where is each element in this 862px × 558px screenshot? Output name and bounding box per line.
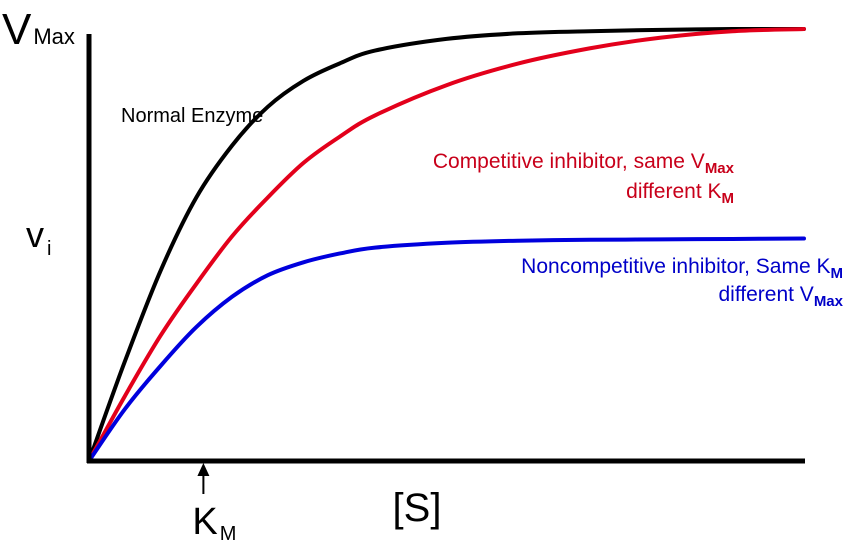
annotation-noncompetitive-line-1: Noncompetitive inhibitor, Same KM [521, 255, 843, 282]
series-line-2 [87, 27, 806, 463]
annotation-competitive-line-1: Competitive inhibitor, same VMax [433, 150, 735, 177]
series-line-3 [87, 236, 806, 463]
annotations-group: Normal Enzyme Competitive inhibitor, same… [121, 105, 844, 310]
annotation-normal-line-1: Normal Enzyme [121, 105, 263, 127]
curves-group [87, 26, 806, 463]
annotation-competitive-line-2: different KM [626, 180, 734, 207]
y-top-label: VMax [2, 5, 75, 54]
series-line-1 [87, 26, 806, 463]
km-arrow-head [197, 463, 210, 476]
x-axis-label: [S] [393, 486, 442, 530]
annotation-noncompetitive-line-2: different VMax [718, 283, 843, 310]
